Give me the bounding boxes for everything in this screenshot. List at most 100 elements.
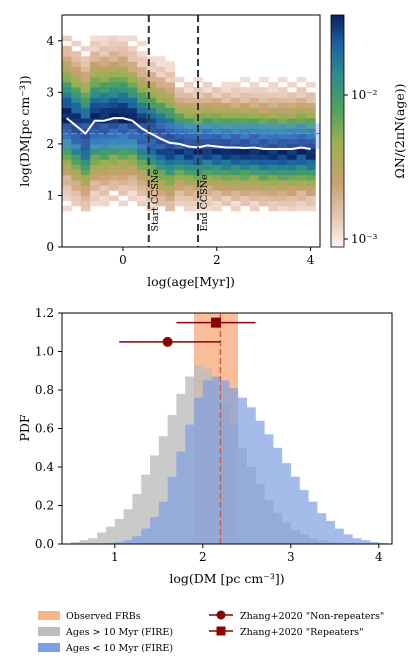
heatmap-cell	[156, 92, 166, 98]
heatmap-cell	[297, 185, 307, 191]
heatmap-cell	[165, 103, 175, 109]
heatmap-cell	[81, 67, 91, 73]
young-age-bar	[361, 540, 370, 544]
heatmap-cell	[128, 185, 138, 191]
heatmap-cell	[62, 180, 72, 186]
heatmap-cell	[287, 180, 297, 186]
heatmap-cell	[109, 108, 119, 114]
heatmap-cell	[306, 170, 316, 176]
heatmap-cell	[175, 165, 185, 171]
heatmap-cell	[259, 97, 269, 103]
young-age-bar	[185, 425, 194, 544]
heatmap-cell	[81, 46, 91, 52]
young-age-bar	[247, 407, 256, 544]
young-age-bar	[256, 421, 265, 544]
heatmap-cell	[221, 180, 231, 186]
heatmap-cell	[100, 61, 110, 67]
heatmap-cell	[100, 108, 110, 114]
heatmap-cell	[137, 201, 147, 207]
heatmap-cell	[278, 175, 288, 181]
heatmap-cell	[62, 185, 72, 191]
heatmap-cell	[156, 108, 166, 114]
heatmap-cell	[297, 149, 307, 155]
heatmap-cell	[109, 92, 119, 98]
heatmap-cell	[221, 175, 231, 181]
heatmap-cell	[268, 175, 278, 181]
heatmap-cell	[71, 113, 81, 119]
heatmap-cell	[259, 113, 269, 119]
legend-marker-repeaters	[217, 627, 226, 636]
heatmap-cell	[81, 97, 91, 103]
heatmap-cell	[100, 113, 110, 119]
heatmap-cell	[109, 97, 119, 103]
heatmap-cell	[278, 190, 288, 196]
heatmap-cell	[259, 103, 269, 109]
heatmap-cell	[250, 108, 260, 114]
heatmap-cell	[231, 149, 241, 155]
heatmap-cell	[184, 92, 194, 98]
heatmap-cell	[81, 92, 91, 98]
heatmap-cell	[165, 180, 175, 186]
heatmap-cell	[306, 195, 316, 201]
heatmap-cell	[250, 165, 260, 171]
heatmap-cell	[259, 175, 269, 181]
young-age-bar	[273, 448, 282, 544]
heatmap-cell	[71, 165, 81, 171]
heatmap-y-tick-label: 3	[46, 85, 54, 99]
heatmap-cell	[137, 149, 147, 155]
heatmap-cell	[128, 165, 138, 171]
heatmap-cell	[128, 159, 138, 165]
heatmap-cell	[100, 159, 110, 165]
heatmap-cell	[240, 175, 250, 181]
heatmap-cell	[100, 77, 110, 83]
heatmap-cell	[306, 175, 316, 181]
heatmap-cell	[62, 67, 72, 73]
heatmap-cell	[212, 185, 222, 191]
heatmap-cell	[109, 77, 119, 83]
heatmap-cell	[128, 108, 138, 114]
heatmap-cell	[165, 61, 175, 67]
heatmap-cell	[90, 165, 100, 171]
heatmap-cell	[118, 175, 128, 181]
heatmap-cell	[221, 149, 231, 155]
heatmap-cell	[184, 201, 194, 207]
heatmap-cell	[212, 170, 222, 176]
heatmap-cell	[128, 82, 138, 88]
heatmap-cell	[268, 87, 278, 93]
heatmap-cell	[259, 201, 269, 207]
heatmap-cell	[118, 46, 128, 52]
young-age-bar	[220, 380, 229, 544]
old-age-bar	[115, 519, 124, 544]
heatmap-cell	[268, 190, 278, 196]
heatmap-cell	[259, 165, 269, 171]
heatmap-cell	[175, 175, 185, 181]
heatmap-cell	[109, 175, 119, 181]
heatmap-cell	[62, 46, 72, 52]
heatmap-x-tick-label: 0	[119, 253, 127, 267]
heatmap-cell	[62, 87, 72, 93]
heatmap-cell	[240, 113, 250, 119]
histogram-y-tick-label: 1.0	[35, 345, 54, 359]
heatmap-cell	[268, 92, 278, 98]
heatmap-cell	[212, 154, 222, 160]
young-age-bar	[212, 377, 221, 544]
heatmap-cell	[212, 165, 222, 171]
heatmap-cell	[250, 154, 260, 160]
heatmap-cell	[62, 56, 72, 62]
heatmap-cell	[297, 154, 307, 160]
heatmap-cell	[128, 36, 138, 42]
heatmap-cell	[306, 108, 316, 114]
heatmap-cell	[90, 56, 100, 62]
heatmap-cell	[90, 46, 100, 52]
heatmap-cell	[278, 165, 288, 171]
heatmap-cell	[268, 159, 278, 165]
heatmap-cell	[165, 201, 175, 207]
heatmap-cell	[137, 108, 147, 114]
heatmap-cell	[90, 159, 100, 165]
heatmap-cell	[90, 170, 100, 176]
heatmap-cell	[250, 97, 260, 103]
legend-swatch-old	[38, 627, 60, 636]
heatmap-cell	[81, 118, 91, 124]
heatmap-cell	[62, 190, 72, 196]
heatmap-cell	[90, 180, 100, 186]
